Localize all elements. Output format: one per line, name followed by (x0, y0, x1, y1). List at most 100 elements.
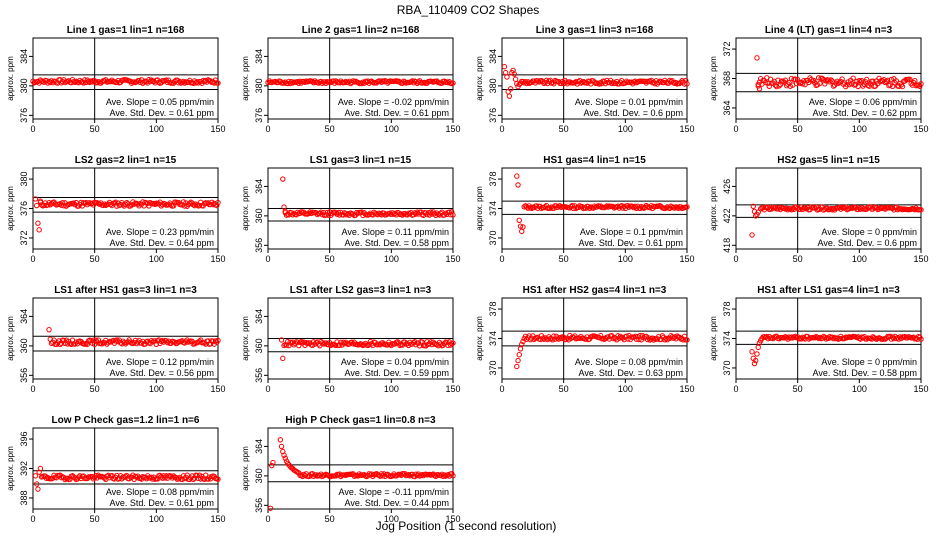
data-point (405, 472, 412, 478)
data-point (175, 476, 182, 482)
data-points (501, 64, 690, 99)
y-tick-label: 380 (254, 78, 264, 93)
data-point (515, 182, 521, 188)
std-dev-annotation: Ave. Std. Dev. = 0.6 ppm (584, 108, 683, 118)
slope-annotation: Ave. Slope = 0.08 ppm/min (575, 357, 683, 367)
y-axis-label: approx. ppm (475, 56, 484, 101)
data-point (887, 333, 893, 340)
panel-title: HS2 gas=5 lin=1 n=15 (777, 155, 880, 166)
data-point (568, 335, 574, 342)
figure-x-axis-label: Jog Position (1 second resolution) (376, 519, 557, 533)
std-dev-annotation: Ave. Std. Dev. = 0.63 ppm (579, 368, 683, 378)
data-point (303, 78, 309, 84)
x-tick-label: 0 (265, 254, 270, 264)
data-point (755, 209, 761, 215)
data-point (755, 344, 761, 351)
data-point (298, 338, 304, 345)
data-point (514, 80, 520, 87)
y-axis-label: approx. ppm (709, 186, 718, 231)
data-point (854, 78, 860, 85)
x-tick-label: 50 (559, 384, 569, 394)
data-points (754, 55, 924, 92)
data-point (101, 201, 108, 207)
data-point (343, 78, 349, 85)
data-points (265, 78, 456, 87)
data-point (152, 201, 158, 208)
data-point (309, 79, 316, 85)
data-point (817, 80, 823, 87)
data-point (912, 78, 918, 84)
panel-title: HS1 after HS2 gas=4 lin=1 n=3 (523, 285, 667, 296)
data-point (663, 335, 669, 342)
y-tick-label: 364 (254, 439, 264, 454)
data-point (190, 476, 197, 483)
data-point (864, 76, 870, 83)
x-tick-label: 0 (30, 254, 35, 264)
x-tick-label: 150 (445, 124, 460, 134)
data-point (278, 443, 285, 450)
y-axis-label: approx. ppm (709, 56, 718, 101)
data-point (198, 476, 204, 482)
data-point (46, 326, 52, 333)
data-point (605, 204, 611, 210)
y-tick-label: 384 (254, 49, 264, 64)
x-tick-label: 100 (149, 514, 164, 524)
data-point (753, 213, 759, 219)
panel-grid: Line 1 gas=1 lin=1 n=168 0 50 100 150 376 380 3… (6, 25, 929, 524)
data-point (313, 472, 319, 478)
data-point (360, 79, 366, 85)
panel-4: Line 4 (LT) gas=1 lin=4 n=3 0 50 100 150 364 3… (709, 25, 929, 134)
y-tick-label: 396 (19, 432, 29, 447)
data-point (864, 336, 870, 342)
data-point (384, 342, 391, 348)
figure-title: RBA_110409 CO2 Shapes (397, 3, 540, 17)
data-point (830, 205, 837, 212)
data-point (797, 80, 803, 87)
data-point (324, 209, 330, 216)
data-point (504, 74, 510, 80)
data-point (519, 341, 525, 348)
x-tick-label: 100 (852, 384, 867, 394)
y-tick-label: 370 (488, 230, 498, 245)
panel-title: HS1 after LS1 gas=4 lin=1 n=3 (757, 285, 900, 296)
x-tick-label: 100 (149, 124, 164, 134)
y-tick-label: 380 (19, 78, 29, 93)
data-point (159, 337, 166, 344)
data-points (30, 76, 221, 86)
y-axis-label: approx. ppm (475, 316, 484, 361)
data-point (621, 336, 627, 343)
data-point (519, 228, 525, 235)
data-point (450, 473, 456, 479)
y-tick-label: 360 (254, 468, 264, 483)
y-tick-label: 380 (19, 172, 29, 187)
data-point (386, 472, 392, 479)
data-point (211, 80, 218, 86)
data-point (623, 333, 630, 339)
data-point (366, 211, 372, 218)
data-point (822, 81, 828, 87)
data-point (507, 86, 514, 92)
data-point (520, 224, 526, 230)
x-tick-label: 50 (90, 384, 100, 394)
slope-annotation: Ave. Slope = 0.1 ppm/min (580, 227, 683, 237)
x-tick-label: 0 (30, 514, 35, 524)
y-axis-label: approx. ppm (6, 56, 15, 101)
y-tick-label: 364 (254, 179, 264, 194)
panel-frame (735, 167, 922, 250)
panel-8: HS2 gas=5 lin=1 n=15 0 50 100 150 418 422 426 ap… (709, 155, 929, 264)
y-tick-label: 374 (488, 201, 498, 216)
std-dev-annotation: Ave. Std. Dev. = 0.64 ppm (110, 238, 214, 248)
data-point (80, 80, 87, 86)
data-point (307, 209, 313, 215)
data-point (386, 79, 392, 85)
y-tick-label: 378 (488, 172, 498, 187)
data-point (516, 217, 522, 223)
data-point (114, 337, 120, 343)
data-point (577, 203, 583, 209)
data-point (610, 203, 616, 210)
x-tick-label: 0 (30, 384, 35, 394)
x-tick-label: 150 (210, 124, 225, 134)
data-point (341, 341, 348, 347)
data-point (68, 79, 74, 86)
data-point (341, 79, 348, 86)
